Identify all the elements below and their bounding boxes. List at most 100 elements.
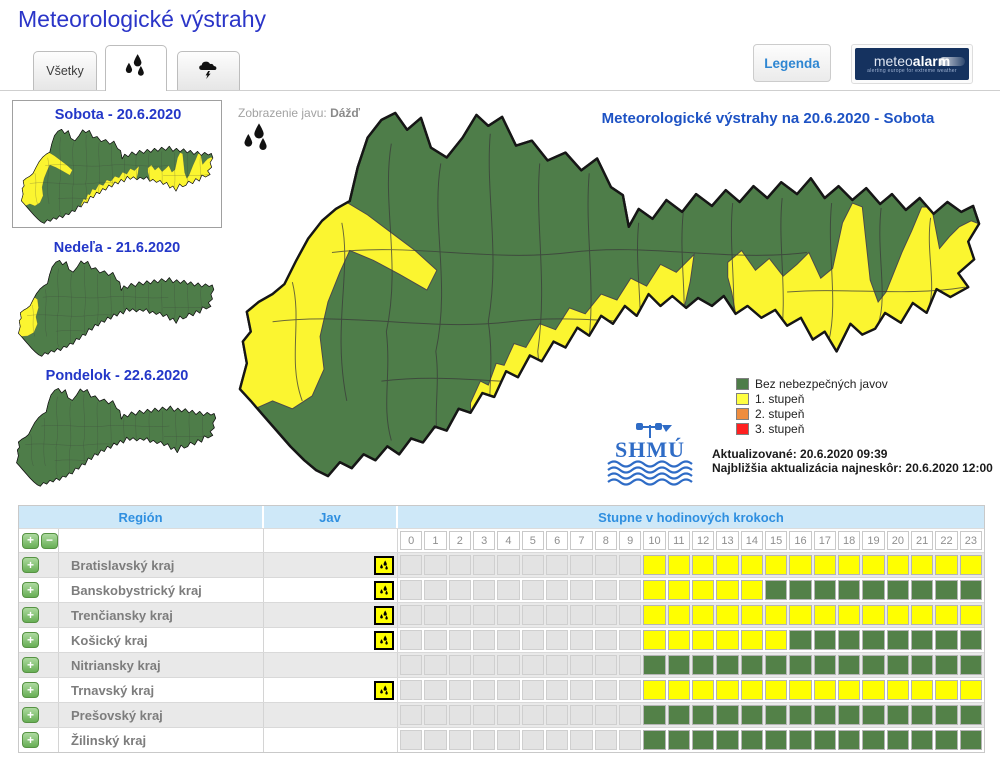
legend-item: 1. stupeň [736, 391, 888, 406]
hour-cell [400, 605, 423, 625]
hour-cell [619, 680, 642, 700]
warning-table: Región Jav Stupne v hodinových krokoch +… [18, 505, 985, 753]
expand-row-button[interactable]: + [22, 557, 39, 573]
hour-cell [667, 555, 690, 575]
tabbar-divider [0, 90, 1000, 91]
hour-cell [911, 580, 934, 600]
updated-text: Aktualizované: 20.6.2020 09:39 [712, 447, 888, 461]
meteoalarm-caption: alerting europe for extreme weather [867, 68, 957, 74]
hour-label: 16 [789, 531, 812, 550]
rain-warning-icon [374, 680, 394, 700]
day-label-sunday: Nedeľa - 21.6.2020 [53, 240, 181, 256]
hour-cell [424, 655, 447, 675]
hour-cell [594, 680, 617, 700]
hour-cell [643, 680, 666, 700]
meteoalarm-logo-inner: meteoalarm alerting europe for extreme w… [855, 48, 969, 80]
hour-cell [521, 580, 544, 600]
hour-cell [959, 680, 982, 700]
rain-warning-icon [374, 630, 394, 650]
region-name: Bratislavský kraj [59, 553, 264, 577]
expand-row-button[interactable]: + [22, 682, 39, 698]
hour-cell [570, 605, 593, 625]
hour-cell [497, 655, 520, 675]
hour-label: 5 [521, 531, 544, 550]
hour-label: 10 [643, 531, 666, 550]
hour-cell [546, 680, 569, 700]
hour-cell [570, 705, 593, 725]
hour-label: 8 [594, 531, 617, 550]
mini-map-sunday[interactable] [16, 258, 216, 360]
hour-label: 23 [959, 531, 982, 550]
mini-map-monday[interactable] [14, 386, 218, 490]
hour-cell [813, 605, 836, 625]
hour-cell [594, 630, 617, 650]
hour-cell [740, 555, 763, 575]
hour-cell [619, 555, 642, 575]
tab-storm-warnings[interactable] [177, 51, 240, 90]
hour-cell [838, 580, 861, 600]
day-thumbnail-saturday[interactable]: Sobota - 20.6.2020 [12, 100, 222, 228]
table-row: + Košický kraj [19, 627, 984, 652]
jav-cell [264, 653, 398, 677]
hour-cell [473, 655, 496, 675]
hour-cell [838, 730, 861, 750]
hour-cell [546, 605, 569, 625]
hour-cell [886, 630, 909, 650]
warning-rows: + Bratislavský kraj + Banskobystrický kraj +… [19, 552, 984, 752]
hour-cell [692, 580, 715, 600]
hour-cell [619, 605, 642, 625]
tab-all-warnings[interactable]: Všetky [33, 51, 97, 90]
hours-column-header: Stupne v hodinových krokoch [598, 509, 784, 525]
hour-cell [813, 655, 836, 675]
hour-cell [935, 705, 958, 725]
tab-rain-warnings[interactable] [105, 45, 167, 91]
hour-cell [886, 655, 909, 675]
expand-row-button[interactable]: + [22, 707, 39, 723]
hour-cell [400, 555, 423, 575]
hour-cells [398, 603, 984, 627]
table-row: + Žilinský kraj [19, 727, 984, 752]
hour-cell [619, 630, 642, 650]
hour-cell [667, 630, 690, 650]
expand-row-button[interactable]: + [22, 732, 39, 748]
expand-row-button[interactable]: + [22, 582, 39, 598]
hour-cell [740, 630, 763, 650]
hour-cell [935, 680, 958, 700]
storm-cloud-icon [197, 57, 221, 86]
hour-cell [667, 605, 690, 625]
hour-cell [424, 680, 447, 700]
hour-label: 12 [692, 531, 715, 550]
jav-cell [264, 703, 398, 727]
hour-cell [400, 680, 423, 700]
table-row: + Banskobystrický kraj [19, 577, 984, 602]
rain-warning-icon [374, 580, 394, 600]
hour-cell [959, 555, 982, 575]
legend-button[interactable]: Legenda [753, 44, 831, 82]
hour-cell [497, 680, 520, 700]
hour-cell [521, 705, 544, 725]
collapse-all-button[interactable]: − [41, 532, 58, 549]
hour-cell [692, 655, 715, 675]
expand-row-button[interactable]: + [22, 632, 39, 648]
hour-cells [398, 653, 984, 677]
hour-cell [789, 580, 812, 600]
hour-cell [716, 655, 739, 675]
hour-cell [594, 555, 617, 575]
expand-all-button[interactable]: + [22, 532, 39, 549]
hour-cell [862, 580, 885, 600]
meteoalarm-logo[interactable]: meteoalarm alerting europe for extreme w… [851, 44, 973, 84]
region-name: Prešovský kraj [59, 703, 264, 727]
expand-row-button[interactable]: + [22, 657, 39, 673]
hour-cell [643, 605, 666, 625]
hour-cell [765, 630, 788, 650]
hour-cell [497, 580, 520, 600]
hour-cell [521, 605, 544, 625]
hour-cell [765, 655, 788, 675]
expand-row-button[interactable]: + [22, 607, 39, 623]
table-row: + Bratislavský kraj [19, 552, 984, 577]
legend-label: 2. stupeň [755, 406, 805, 421]
hour-cell [497, 555, 520, 575]
table-row: + Trnavský kraj [19, 677, 984, 702]
hour-cell [570, 680, 593, 700]
hour-cell [570, 655, 593, 675]
